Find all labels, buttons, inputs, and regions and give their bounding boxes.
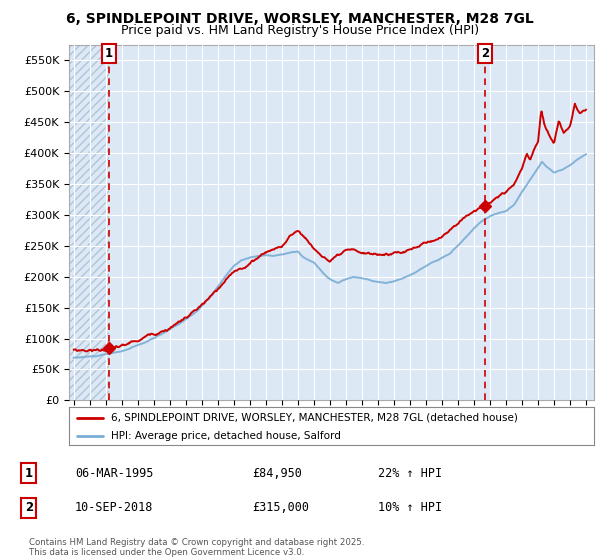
Text: HPI: Average price, detached house, Salford: HPI: Average price, detached house, Salf… [111,431,341,441]
Text: Contains HM Land Registry data © Crown copyright and database right 2025.
This d: Contains HM Land Registry data © Crown c… [29,538,364,557]
Text: 6, SPINDLEPOINT DRIVE, WORSLEY, MANCHESTER, M28 7GL: 6, SPINDLEPOINT DRIVE, WORSLEY, MANCHEST… [66,12,534,26]
Text: £315,000: £315,000 [252,501,309,515]
Text: 22% ↑ HPI: 22% ↑ HPI [378,466,442,480]
Text: 1: 1 [104,46,113,59]
Text: Price paid vs. HM Land Registry's House Price Index (HPI): Price paid vs. HM Land Registry's House … [121,24,479,36]
Text: 10% ↑ HPI: 10% ↑ HPI [378,501,442,515]
Text: £84,950: £84,950 [252,466,302,480]
Bar [69,45,109,400]
Text: 2: 2 [25,501,33,515]
Text: 6, SPINDLEPOINT DRIVE, WORSLEY, MANCHESTER, M28 7GL (detached house): 6, SPINDLEPOINT DRIVE, WORSLEY, MANCHEST… [111,413,518,423]
Text: 1: 1 [25,466,33,480]
Text: 2: 2 [481,46,489,59]
Text: 06-MAR-1995: 06-MAR-1995 [75,466,154,480]
Bar [69,45,109,400]
Text: 10-SEP-2018: 10-SEP-2018 [75,501,154,515]
